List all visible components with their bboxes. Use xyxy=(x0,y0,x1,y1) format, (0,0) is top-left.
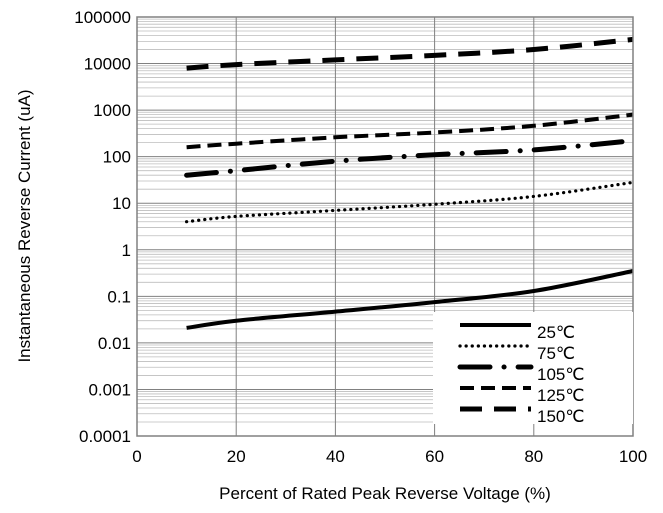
grid xyxy=(136,16,634,437)
y-tick-label: 1000 xyxy=(93,101,131,120)
legend: 25℃ 75℃ 105℃ 125℃ 150℃ xyxy=(433,312,633,426)
tick-labels: 0.0001 0.001 0.01 0.1 1 10 100 1000 10000 100000 0… xyxy=(74,8,647,466)
legend-label: 125℃ xyxy=(537,386,584,405)
x-tick-label: 20 xyxy=(227,447,246,466)
series-line-3 xyxy=(186,112,634,150)
y-tick-label: 10000 xyxy=(84,55,131,74)
legend-label: 25℃ xyxy=(537,323,575,342)
y-tick-label: 0.01 xyxy=(98,334,131,353)
y-axis-title: Instantaneous Reverse Current (uA) xyxy=(15,89,34,362)
y-tick-label: 1 xyxy=(122,241,131,260)
y-tick-label: 0.0001 xyxy=(79,427,131,446)
y-tick-label: 10 xyxy=(112,194,131,213)
y-tick-label: 0.001 xyxy=(88,380,131,399)
x-tick-label: 40 xyxy=(326,447,345,466)
y-tick-label: 100 xyxy=(103,148,131,167)
y-tick-label: 100000 xyxy=(74,8,131,27)
y-tick-label: 0.1 xyxy=(107,287,131,306)
series-line-4 xyxy=(186,36,634,71)
legend-label: 105℃ xyxy=(537,365,584,384)
series-line-1 xyxy=(185,180,635,224)
x-tick-label: 100 xyxy=(619,447,647,466)
x-tick-label: 0 xyxy=(132,447,141,466)
x-axis-title: Percent of Rated Peak Reverse Voltage (%… xyxy=(219,484,551,503)
legend-label: 150℃ xyxy=(537,407,584,426)
legend-label: 75℃ xyxy=(537,344,575,363)
series-line-0 xyxy=(186,269,634,330)
series-lines xyxy=(184,36,636,330)
x-tick-label: 60 xyxy=(425,447,444,466)
series-line-2 xyxy=(184,138,636,178)
x-tick-label: 80 xyxy=(524,447,543,466)
plot-area-border xyxy=(136,16,634,437)
